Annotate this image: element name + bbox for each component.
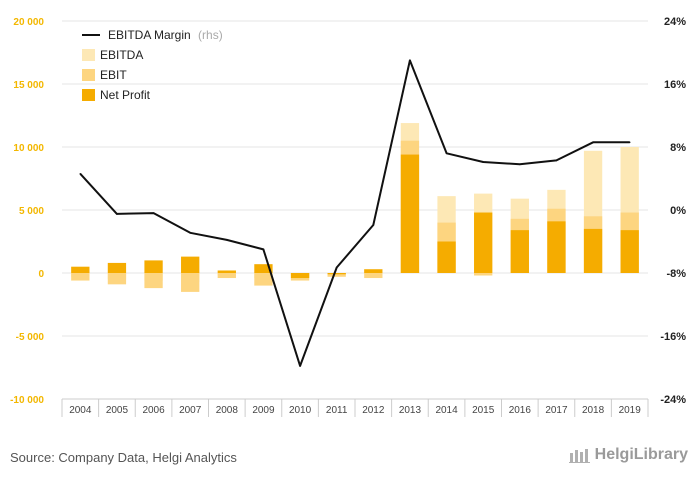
point-ebitda-margin (189, 232, 191, 234)
bar-ebit (327, 273, 346, 277)
point-ebitda-margin (482, 161, 484, 163)
point-ebitda-margin (226, 239, 228, 241)
line-series (79, 59, 631, 367)
point-ebitda-margin (592, 141, 594, 144)
bar-ebit (254, 273, 273, 286)
bar-net-profit (290, 273, 310, 279)
y-tick-label-left: 0 (38, 269, 44, 280)
point-ebitda-margin (79, 172, 82, 175)
x-tick-label: 2015 (472, 405, 495, 416)
legend-swatch-ebit (82, 69, 95, 81)
bar-net-profit (400, 154, 420, 273)
y-tick-label-left: 15 000 (13, 80, 44, 91)
bar-ebit (474, 273, 493, 276)
y-tick-label-left: 10 000 (13, 143, 44, 154)
bar-net-profit (107, 262, 127, 273)
x-tick-label: 2014 (435, 405, 458, 416)
bar-ebit (364, 273, 383, 279)
bar-net-profit (474, 212, 493, 273)
x-tick-label: 2004 (69, 405, 92, 416)
y-tick-label-right: 24% (664, 16, 686, 28)
bar-net-profit (620, 230, 639, 273)
brand-logo: HelgiLibrary (568, 446, 688, 464)
bar-net-profit (217, 270, 236, 273)
source-note: Source: Company Data, Helgi Analytics (10, 450, 237, 465)
point-ebitda-margin (335, 266, 338, 269)
x-tick-label: 2008 (216, 405, 239, 416)
legend-label-rhs: (rhs) (198, 28, 223, 42)
x-tick-label: 2019 (619, 405, 642, 416)
point-ebitda-margin (519, 163, 521, 166)
bars (71, 123, 639, 292)
y-tick-label-left: 5 000 (19, 206, 44, 217)
y-tick-label-right: 8% (670, 142, 686, 154)
x-tick-label: 2017 (545, 405, 568, 416)
bar-net-profit (364, 269, 383, 273)
legend-label-ebitda: EBITDA (100, 48, 143, 62)
y-tick-label-right: -24% (660, 394, 686, 406)
y-tick-label-right: 16% (664, 79, 686, 91)
x-tick-label: 2012 (362, 405, 385, 416)
point-ebitda-margin (628, 141, 631, 144)
y-tick-label-right: 0% (670, 205, 686, 217)
bar-ebit (71, 273, 90, 281)
bar-net-profit (144, 260, 163, 273)
bar-ebit (217, 273, 236, 279)
axes: 20 000 24% 15 000 16% 10 000 8% 5 000 0% 0 -8% -5 … (10, 16, 686, 417)
bar-net-profit (71, 266, 90, 273)
x-tick-label: 2007 (179, 405, 202, 416)
x-tick-label: 2018 (582, 405, 605, 416)
x-tick-label: 2010 (289, 405, 312, 416)
x-tick-label: 2006 (142, 405, 165, 416)
x-tick-label: 2011 (326, 405, 348, 416)
bar-net-profit (437, 241, 456, 273)
x-tick-label: 2005 (106, 405, 129, 416)
y-tick-label-right: -16% (660, 331, 686, 343)
x-tick-label: 2016 (509, 405, 532, 416)
bar-ebit (107, 273, 127, 285)
point-ebitda-margin (299, 365, 301, 367)
legend-swatch-net-profit (82, 89, 95, 101)
legend: EBITDA Margin (rhs) EBITDA EBIT Net Prof… (82, 28, 223, 102)
library-icon (568, 449, 590, 463)
line-ebitda-margin (79, 59, 630, 367)
brand-text: HelgiLibrary (594, 446, 688, 463)
x-tick-label: 2009 (252, 405, 275, 416)
bar-ebit (144, 273, 163, 289)
bar-net-profit (583, 228, 603, 273)
x-tick-label: 2013 (399, 405, 422, 416)
legend-label-ebitda-margin: EBITDA Margin (rhs) (108, 28, 223, 42)
legend-swatch-ebitda (82, 49, 95, 61)
point-ebitda-margin (409, 59, 411, 62)
y-tick-label-left: -5 000 (16, 332, 45, 343)
bar-net-profit (547, 221, 566, 273)
legend-label-net-profit: Net Profit (100, 88, 151, 102)
point-ebitda-margin (445, 152, 448, 155)
point-ebitda-margin (262, 248, 265, 251)
legend-label-ebitda-margin-name: EBITDA Margin (108, 28, 191, 42)
bar-net-profit (510, 230, 529, 273)
point-ebitda-margin (152, 212, 155, 214)
y-tick-label-left: 20 000 (13, 17, 44, 28)
y-tick-label-right: -8% (666, 268, 686, 280)
legend-label-ebit: EBIT (100, 68, 127, 82)
bar-ebit (181, 273, 200, 292)
chart-svg: 20 000 24% 15 000 16% 10 000 8% 5 000 0% 0 -8% -5 … (10, 16, 686, 417)
bar-net-profit (254, 264, 273, 273)
bar-net-profit (327, 273, 346, 275)
y-tick-label-left: -10 000 (10, 395, 44, 406)
point-ebitda-margin (116, 213, 118, 215)
point-ebitda-margin (555, 159, 558, 162)
point-ebitda-margin (372, 224, 375, 226)
bar-net-profit (181, 256, 200, 273)
